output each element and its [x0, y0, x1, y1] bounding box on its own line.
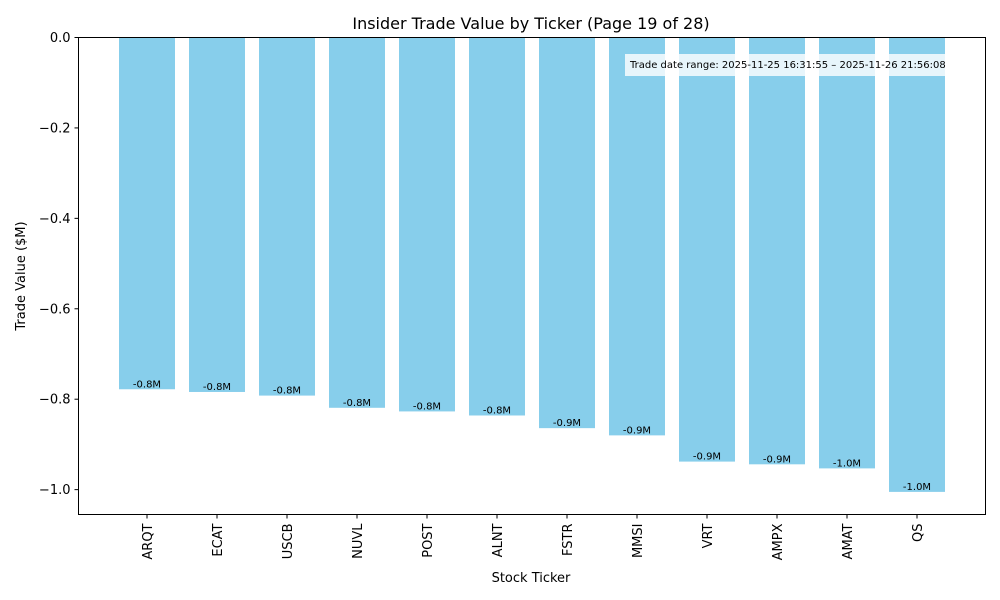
x-tick-label-ampx: AMPX: [771, 523, 786, 560]
data-label-ampx: -0.9M: [763, 454, 791, 465]
chart-title: Insider Trade Value by Ticker (Page 19 o…: [352, 14, 709, 33]
x-tick-label-post: POST: [421, 523, 436, 557]
y-tick-label: −0.2: [39, 121, 71, 136]
data-label-post: -0.8M: [413, 401, 441, 412]
bar-ecat: [189, 37, 245, 392]
bar-arqt: [119, 37, 175, 390]
y-tick-label: −0.6: [39, 302, 71, 317]
bar-mmsi: [609, 37, 665, 436]
y-axis-label: Trade Value ($M): [14, 221, 29, 331]
x-tick-label-nuvl: NUVL: [351, 523, 366, 559]
y-tick-label: 0.0: [50, 31, 71, 46]
y-tick-label: −1.0: [39, 483, 71, 498]
data-label-fstr: -0.9M: [553, 418, 581, 429]
bar-alnt: [469, 37, 525, 416]
y-axis: 0.0 −0.2 −0.4 −0.6 −0.8 −1.0: [39, 31, 79, 498]
bar-nuvl: [329, 37, 385, 408]
y-tick-label: −0.4: [39, 212, 71, 227]
bar-ampx: [749, 37, 805, 465]
x-tick-label-qs: QS: [911, 524, 926, 542]
x-tick-label-arqt: ARQT: [141, 523, 156, 559]
x-tick-label-amat: AMAT: [841, 523, 856, 559]
annotation-box: [625, 54, 985, 76]
date-range-annotation: Trade date range: 2025-11-25 16:31:55 – …: [625, 54, 985, 76]
x-tick-label-uscb: USCB: [281, 524, 296, 560]
annotation-text: Trade date range: 2025-11-25 16:31:55 – …: [629, 60, 946, 71]
data-label-nuvl: -0.8M: [343, 398, 371, 409]
bar-fstr: [539, 37, 595, 429]
x-tick-label-fstr: FSTR: [561, 524, 576, 556]
data-label-ecat: -0.8M: [203, 382, 231, 393]
x-axis: ARQT ECAT USCB NUVL POST ALNT FSTR MMSI VRT AMPX A…: [141, 514, 926, 560]
bars-group: [119, 37, 945, 492]
x-tick-label-alnt: ALNT: [491, 523, 506, 557]
bar-uscb: [259, 37, 315, 396]
x-tick-label-mmsi: MMSI: [631, 524, 646, 559]
y-tick-label: −0.8: [39, 393, 71, 408]
x-tick-label-ecat: ECAT: [211, 523, 226, 556]
bar-amat: [819, 37, 875, 469]
x-tick-label-vrt: VRT: [701, 523, 716, 548]
data-label-mmsi: -0.9M: [623, 425, 651, 436]
data-label-amat: -1.0M: [833, 458, 861, 469]
data-label-uscb: -0.8M: [273, 386, 301, 397]
bar-post: [399, 37, 455, 412]
data-label-vrt: -0.9M: [693, 452, 721, 463]
data-label-qs: -1.0M: [903, 482, 931, 493]
data-label-arqt: -0.8M: [133, 379, 161, 390]
plot-frame: [78, 37, 986, 515]
x-axis-label: Stock Ticker: [492, 571, 571, 586]
data-label-alnt: -0.8M: [483, 405, 511, 416]
data-labels-group: -0.8M -0.8M -0.8M -0.8M -0.8M -0.8M -0.9M -0.9M…: [133, 379, 931, 493]
bar-vrt: [679, 37, 735, 462]
bar-qs: [889, 37, 945, 492]
